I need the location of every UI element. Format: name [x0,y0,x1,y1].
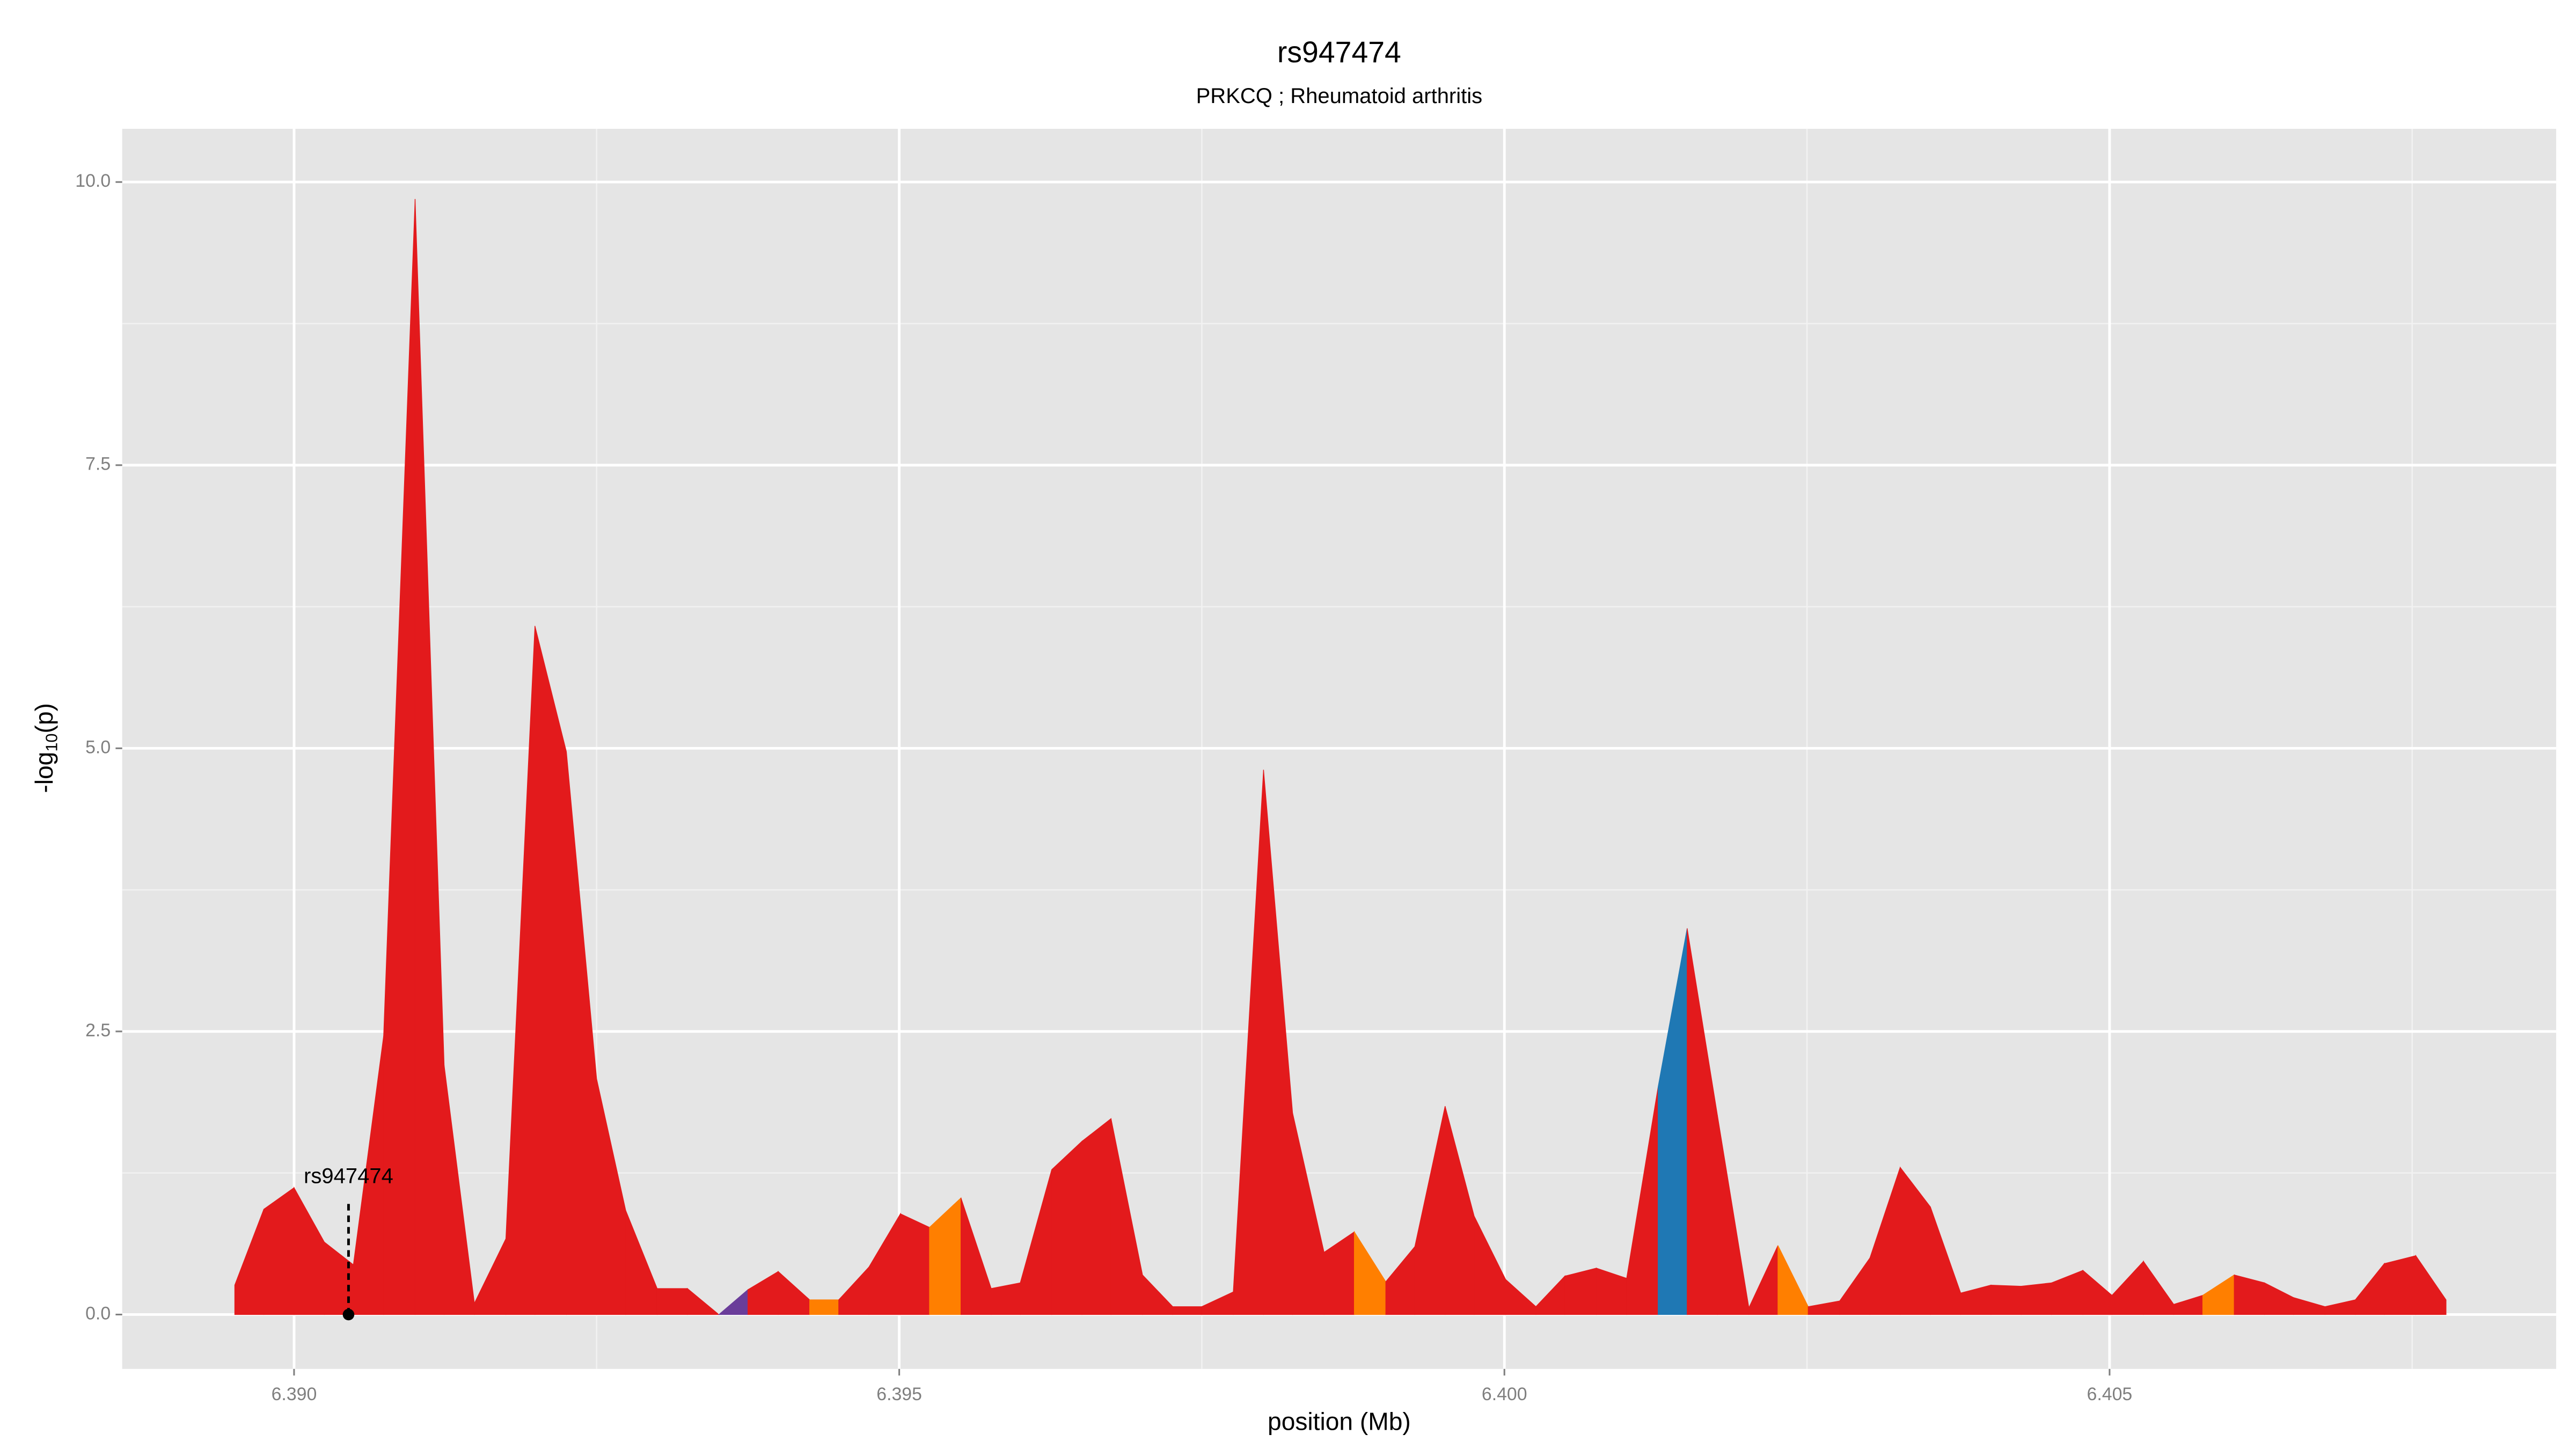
area-segment [1990,1284,2022,1315]
area-segment [263,1187,295,1315]
y-tick-label: 7.5 [85,454,111,474]
y-tick-label: 2.5 [85,1020,111,1041]
y-tick-label: 5.0 [85,737,111,757]
x-tick-label: 6.395 [876,1384,922,1404]
chart-title: rs947474 [1277,35,1401,69]
area-segment [656,1288,688,1315]
area-segment [2021,1282,2052,1315]
area-segment [687,1287,720,1315]
area-segment [1172,1306,1203,1315]
y-label-prefix: -log [30,752,58,793]
area-segment [809,1299,839,1315]
area-segment [1081,1118,1111,1315]
area-segment [1564,1268,1597,1315]
area-segment [2415,1254,2447,1315]
y-label-suffix: (p) [30,703,58,733]
x-tick-label: 6.390 [272,1384,317,1404]
y-axis-label: -log10(p) [30,703,61,793]
annotation-point [342,1308,355,1321]
y-label-sub: 10 [42,733,61,751]
area-segment [2384,1255,2417,1315]
annotation-label: rs947474 [304,1165,393,1188]
x-tick-label: 6.400 [1482,1384,1527,1404]
y-tick-label: 10.0 [75,171,111,191]
x-tick-label: 6.405 [2087,1384,2133,1404]
area-segment [1051,1140,1082,1315]
y-tick-label: 0.0 [85,1303,111,1323]
x-axis-label: position (Mb) [1268,1407,1411,1435]
chart-subtitle: PRKCQ ; Rheumatoid arthritis [1196,84,1483,108]
area-segment [900,1213,930,1315]
area-segment [991,1282,1021,1315]
